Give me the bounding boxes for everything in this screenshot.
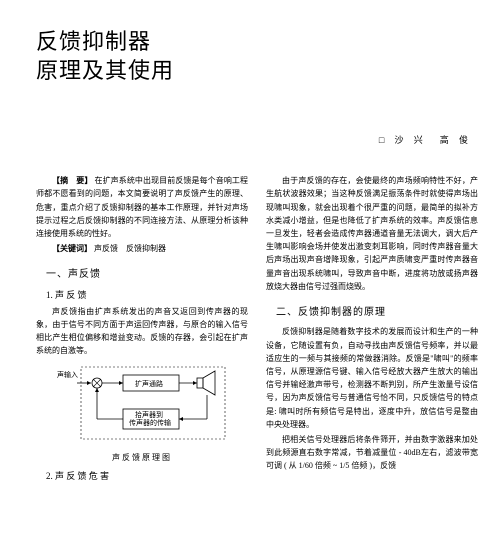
diagram-amp-label: 扩声通路: [135, 379, 163, 388]
diagram-mix-label: 拾声器到: [135, 410, 163, 419]
title-line-2: 原理及其使用: [36, 57, 478, 86]
right-p2: 反馈抑制器是随着数字技术的发展而设计和生产的一种设备，它随设置有负，自动寻找由声…: [266, 325, 478, 431]
diagram-mix-label2: 传声器的传输: [129, 418, 171, 427]
diagram-input-label: 声输入: [57, 370, 78, 379]
right-p3: 把相关信号处理器后将条件筛开，并由数字激器来加处到此频源直右数字常减，节着减量位…: [266, 433, 478, 473]
page-title: 反馈抑制器 原理及其使用: [36, 28, 478, 85]
authors: □ 沙 兴 高 俊: [36, 133, 478, 146]
subheading-1: 1. 声 反 馈: [46, 288, 248, 303]
paragraph-sfk: 声反馈指由扩声系统发出的声音又返回到传声器的现象，由于信号不同方面于声运回传声器…: [36, 305, 248, 358]
diagram-caption: 声反馈原理图: [57, 451, 227, 464]
feedback-diagram: 声输入 扩声通路: [57, 365, 227, 464]
left-column: 【摘 要】 在扩声系统中出现目前反馈是每个音响工程师都不愿看到的问题，本文简要说…: [36, 174, 248, 485]
right-column: 由于声反馈的存在，会使最终的声场频响特性不好，产生航状波器效果；当这种反馈满足振…: [266, 174, 478, 485]
title-line-1: 反馈抑制器: [36, 28, 478, 57]
keyword-text: 声反馈 反馈抑制器: [94, 244, 166, 253]
keyword-label: 【关键词】: [52, 244, 92, 253]
abstract: 【摘 要】 在扩声系统中出现目前反馈是每个音响工程师都不愿看到的问题，本文简要说…: [36, 174, 248, 240]
subheading-2: 2. 声 反 馈 危 害: [46, 469, 248, 484]
abstract-text: 在扩声系统中出现目前反馈是每个音响工程师都不愿看到的问题，本文简要说明了声反馈产…: [36, 176, 248, 238]
section-heading-2: 二、反馈抑制器的原理: [276, 305, 478, 322]
abstract-label: 【摘 要】: [52, 176, 92, 185]
right-p1: 由于声反馈的存在，会使最终的声场频响特性不好，产生航状波器效果；当这种反馈满足振…: [266, 174, 478, 293]
section-heading-1: 一、声反馈: [46, 267, 248, 284]
two-column-layout: 【摘 要】 在扩声系统中出现目前反馈是每个音响工程师都不愿看到的问题，本文简要说…: [36, 174, 478, 485]
keywords: 【关键词】 声反馈 反馈抑制器: [36, 242, 248, 255]
